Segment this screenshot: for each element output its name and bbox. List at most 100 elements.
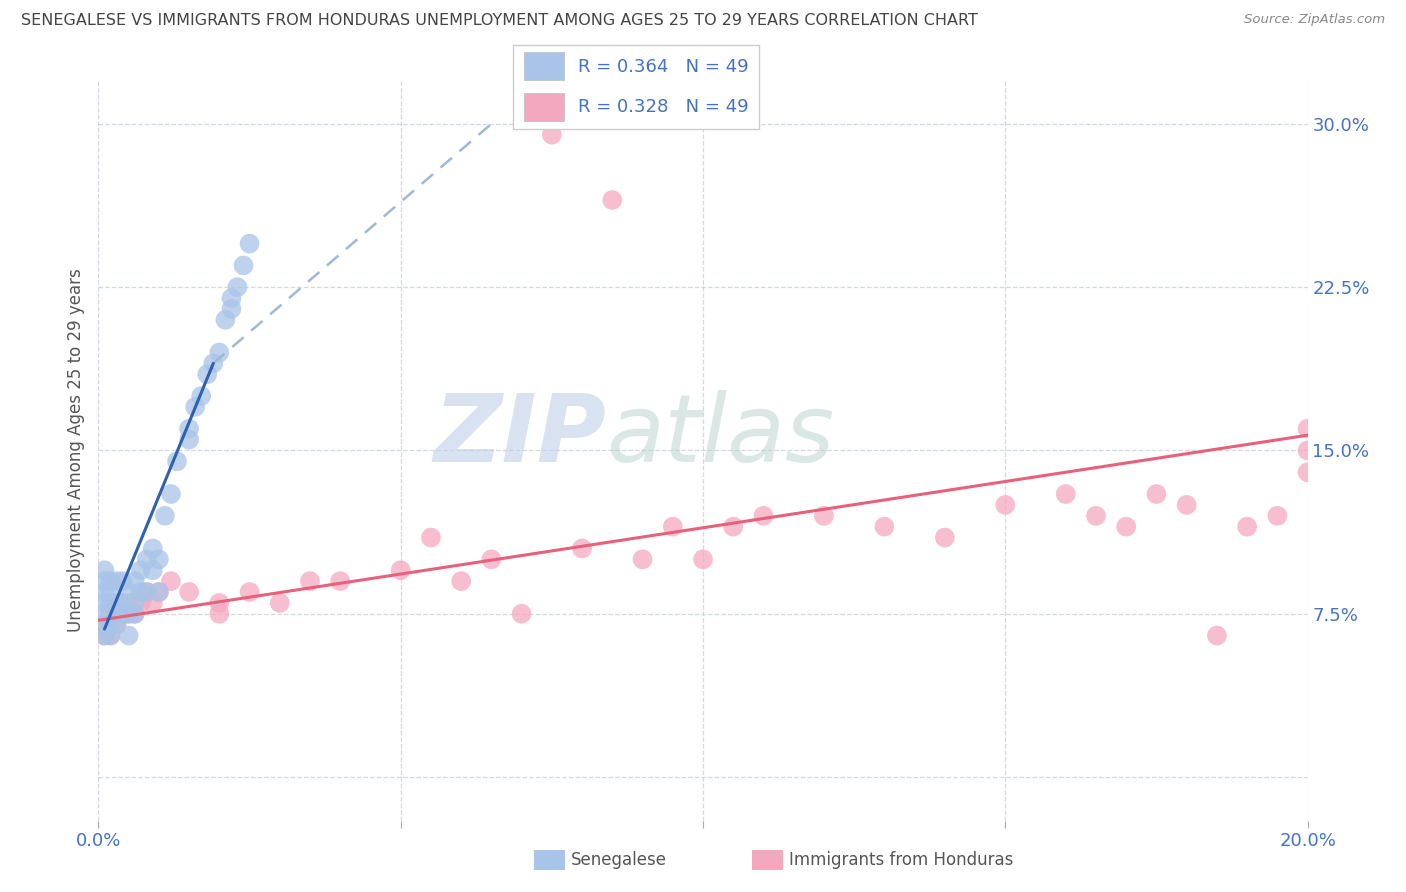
Point	[160, 487, 183, 501]
Point	[105, 617, 128, 632]
Point	[602, 193, 624, 207]
Point	[208, 607, 231, 621]
Point	[239, 585, 262, 599]
Point	[93, 607, 115, 621]
Point	[142, 563, 165, 577]
Point	[1267, 508, 1289, 523]
Point	[723, 519, 745, 533]
Text: SENEGALESE VS IMMIGRANTS FROM HONDURAS UNEMPLOYMENT AMONG AGES 25 TO 29 YEARS CO: SENEGALESE VS IMMIGRANTS FROM HONDURAS U…	[21, 13, 979, 29]
Point	[1296, 443, 1319, 458]
Point	[148, 585, 170, 599]
Point	[118, 596, 141, 610]
Point	[232, 259, 254, 273]
Point	[135, 552, 157, 566]
Point	[129, 563, 152, 577]
Point	[135, 585, 157, 599]
Point	[873, 519, 896, 533]
Point	[934, 531, 956, 545]
Point	[1054, 487, 1077, 501]
Point	[153, 508, 176, 523]
Point	[1236, 519, 1258, 533]
Point	[129, 585, 152, 599]
Point	[148, 585, 170, 599]
Point	[93, 574, 115, 588]
Point	[142, 596, 165, 610]
Point	[221, 291, 243, 305]
Point	[118, 607, 141, 621]
Point	[105, 607, 128, 621]
Point	[105, 596, 128, 610]
Point	[195, 368, 218, 382]
Point	[1296, 422, 1319, 436]
Point	[124, 607, 146, 621]
Point	[111, 607, 134, 621]
Point	[226, 280, 249, 294]
Point	[1206, 629, 1229, 643]
Point	[214, 313, 236, 327]
Point	[221, 301, 243, 316]
Point	[540, 128, 562, 142]
Point	[420, 531, 443, 545]
Point	[100, 607, 122, 621]
Point	[1085, 508, 1108, 523]
Point	[124, 607, 146, 621]
Point	[93, 629, 115, 643]
Point	[100, 629, 122, 643]
Point	[994, 498, 1017, 512]
Point	[179, 422, 201, 436]
Point	[202, 356, 225, 370]
Text: R = 0.364   N = 49: R = 0.364 N = 49	[578, 58, 748, 76]
Point	[93, 617, 115, 632]
Point	[148, 552, 170, 566]
Point	[118, 585, 141, 599]
Point	[118, 607, 141, 621]
Point	[100, 574, 122, 588]
Point	[692, 552, 714, 566]
Point	[93, 585, 115, 599]
Point	[111, 607, 134, 621]
Point	[208, 596, 231, 610]
Point	[93, 596, 115, 610]
Point	[481, 552, 503, 566]
Point	[190, 389, 212, 403]
Text: ZIP: ZIP	[433, 390, 606, 482]
Point	[1296, 465, 1319, 479]
Point	[100, 585, 122, 599]
Point	[239, 236, 262, 251]
Point	[299, 574, 322, 588]
Point	[631, 552, 654, 566]
Text: Senegalese: Senegalese	[571, 851, 666, 869]
Point	[179, 585, 201, 599]
Point	[813, 508, 835, 523]
Point	[105, 574, 128, 588]
Point	[105, 617, 128, 632]
Point	[1115, 519, 1137, 533]
Point	[389, 563, 412, 577]
Point	[184, 400, 207, 414]
Point	[269, 596, 291, 610]
Point	[100, 629, 122, 643]
Point	[160, 574, 183, 588]
Y-axis label: Unemployment Among Ages 25 to 29 years: Unemployment Among Ages 25 to 29 years	[66, 268, 84, 632]
Point	[571, 541, 593, 556]
Point	[111, 596, 134, 610]
Point	[93, 629, 115, 643]
Point	[93, 617, 115, 632]
Text: Source: ZipAtlas.com: Source: ZipAtlas.com	[1244, 13, 1385, 27]
Point	[179, 433, 201, 447]
Point	[208, 345, 231, 359]
Point	[510, 607, 533, 621]
Text: Immigrants from Honduras: Immigrants from Honduras	[789, 851, 1014, 869]
Point	[450, 574, 472, 588]
Text: atlas: atlas	[606, 390, 835, 481]
Text: R = 0.328   N = 49: R = 0.328 N = 49	[578, 98, 748, 116]
Point	[118, 629, 141, 643]
Point	[124, 596, 146, 610]
Point	[93, 563, 115, 577]
Point	[100, 617, 122, 632]
Point	[661, 519, 683, 533]
Point	[752, 508, 775, 523]
Point	[124, 574, 146, 588]
Point	[100, 596, 122, 610]
Point	[166, 454, 188, 468]
